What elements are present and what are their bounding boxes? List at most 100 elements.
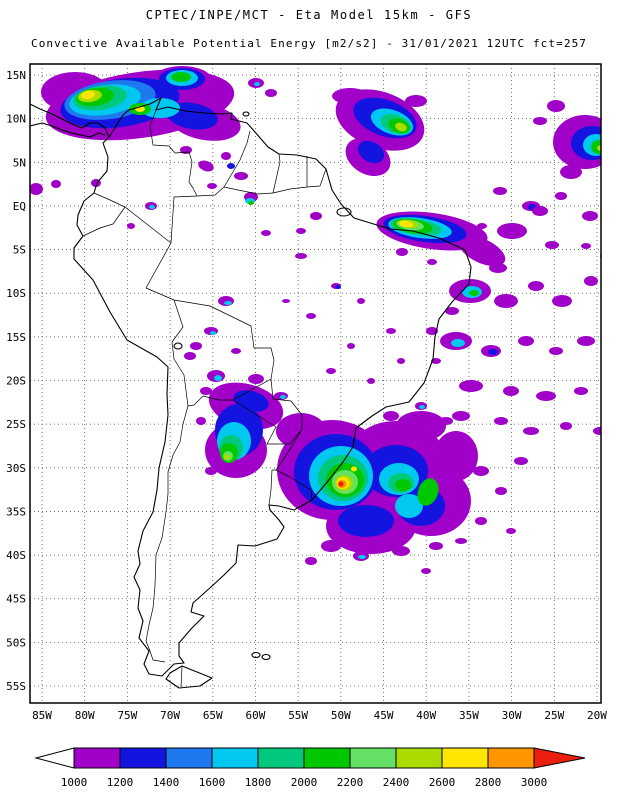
cape-region <box>431 358 441 364</box>
cape-region <box>421 568 431 574</box>
geography-layer <box>30 97 472 689</box>
lat-tick-label: 55S <box>6 680 26 693</box>
lat-tick-label: 25S <box>6 418 26 431</box>
cape-region <box>305 557 317 565</box>
island-falkland-west <box>251 651 261 659</box>
cape-region <box>514 457 528 465</box>
colorbar-tick-label: 3000 <box>521 776 548 789</box>
colorbar: 1000 1200 1400 1600 1800 2000 2200 2400 2600 2800… <box>34 747 586 789</box>
cape-region <box>434 431 478 481</box>
cape-region <box>140 98 180 118</box>
cape-region <box>347 343 355 349</box>
coastline-central-america-south <box>30 122 106 138</box>
cape-region <box>497 223 527 239</box>
lat-tick-label: 20S <box>6 375 26 388</box>
cape-region <box>523 427 539 435</box>
cape-region <box>335 285 341 289</box>
cape-region <box>582 211 598 221</box>
cape-region <box>605 344 615 358</box>
cape-region <box>357 140 385 164</box>
cape-region <box>417 478 439 506</box>
colorbar-cell <box>349 747 397 769</box>
border-tierra-del-fuego <box>180 666 183 688</box>
cape-region <box>358 555 366 559</box>
cape-region <box>396 411 446 441</box>
cape-region <box>233 390 269 412</box>
cape-region <box>574 387 588 395</box>
cape-region <box>469 290 479 296</box>
cape-region <box>397 358 405 364</box>
cape-shading-layer <box>30 66 616 574</box>
cape-region <box>205 467 217 475</box>
colorbar-cell <box>487 747 535 769</box>
cape-region <box>338 481 344 487</box>
cape-region <box>386 328 396 334</box>
lat-tick-label: 35S <box>6 505 26 518</box>
title-line1: CPTEC/INPE/MCT - Eta Model 15km - GFS <box>146 8 473 22</box>
cape-region <box>367 378 375 384</box>
cape-region <box>149 205 155 209</box>
lat-tick-label: 45S <box>6 593 26 606</box>
lon-tick-label: 35W <box>459 709 479 722</box>
cape-region <box>248 201 254 205</box>
cape-region <box>265 89 277 97</box>
cape-region <box>577 336 595 346</box>
cape-region <box>533 117 547 125</box>
cape-region <box>395 494 423 518</box>
cape-region <box>396 248 408 256</box>
lat-tick-label: 15S <box>6 331 26 344</box>
cape-region <box>560 165 582 179</box>
colorbar-cell <box>395 747 443 769</box>
cape-region <box>405 95 427 107</box>
cape-region <box>351 466 357 472</box>
coastline-central-america-north <box>30 103 110 138</box>
cape-region <box>532 206 548 216</box>
cape-region <box>429 542 443 550</box>
cape-region <box>604 184 616 200</box>
colorbar-tick-label: 1400 <box>153 776 180 789</box>
cape-region <box>494 417 508 425</box>
lon-tick-label: 80W <box>75 709 95 722</box>
cape-region <box>231 348 241 354</box>
cape-region <box>419 405 425 409</box>
cape-region <box>549 347 563 355</box>
cape-region <box>392 546 410 556</box>
cape-region <box>518 336 534 346</box>
colorbar-tick-label: 1800 <box>245 776 272 789</box>
cape-region <box>445 307 459 315</box>
cape-region <box>494 294 518 308</box>
cape-region <box>488 349 498 355</box>
cape-region <box>506 528 516 534</box>
cape-region <box>477 223 487 229</box>
cape-region <box>214 375 222 381</box>
lat-tick-label: 50S <box>6 636 26 649</box>
colorbar-tick-label: 1200 <box>107 776 134 789</box>
lat-tick-label: 5N <box>13 156 26 169</box>
cape-region <box>332 88 368 104</box>
cape-region <box>326 368 336 374</box>
colorbar-tick-label: 2600 <box>429 776 456 789</box>
map-frame <box>29 63 602 704</box>
coastline-tierra-del-fuego <box>165 665 213 689</box>
cape-region <box>451 339 465 347</box>
lon-tick-label: 50W <box>331 709 351 722</box>
cape-region <box>221 152 231 160</box>
cape-region <box>560 422 572 430</box>
cape-region <box>296 228 306 234</box>
cape-region <box>439 417 453 425</box>
cape-region <box>321 540 341 552</box>
cape-region <box>127 223 135 229</box>
cape-region <box>399 220 413 228</box>
lat-tick-label: 5S <box>13 244 26 257</box>
lat-tick-label: 40S <box>6 549 26 562</box>
colorbar-cell <box>73 747 121 769</box>
lat-tick-label: 10S <box>6 287 26 300</box>
cape-region <box>184 352 196 360</box>
coastline-south-america <box>73 97 472 677</box>
colorbar-tick-label: 2400 <box>383 776 410 789</box>
colorbar-cell <box>303 747 351 769</box>
lat-tick-label: 10N <box>6 113 26 126</box>
cape-region <box>210 331 216 335</box>
lake-titicaca <box>173 342 183 350</box>
cape-region <box>545 241 559 249</box>
